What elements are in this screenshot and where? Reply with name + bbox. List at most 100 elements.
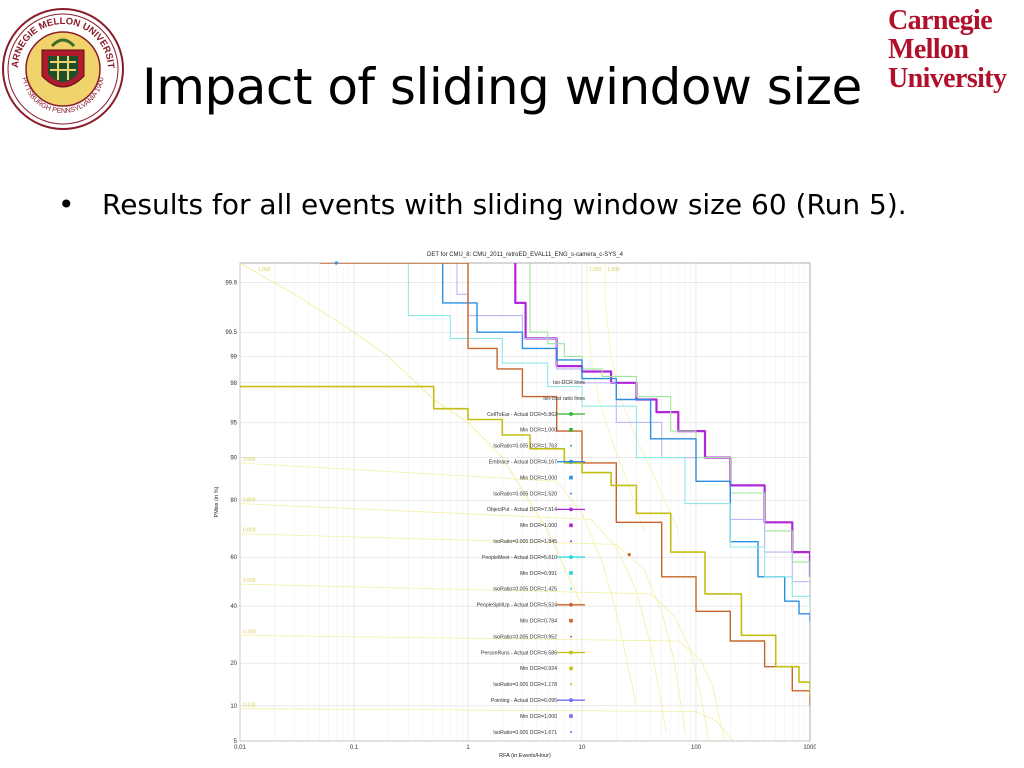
legend-label: Min DCR=0.784: [520, 619, 557, 625]
legend-label: IsoRatio=0.005 DCR=1.845: [493, 539, 557, 545]
legend-marker: [569, 698, 573, 703]
legend-marker: [570, 492, 572, 495]
x-tick-label: 1: [466, 745, 470, 751]
x-tick-label: 1000: [803, 745, 816, 751]
legend-label: Embrace - Actual DCR=6.167: [489, 460, 557, 466]
y-tick-label: 99: [230, 354, 237, 360]
y-tick-label: 98: [230, 381, 237, 387]
legend-marker: [569, 428, 573, 432]
legend-marker: [569, 523, 573, 528]
y-axis-label: PMiss (in %): [214, 486, 220, 517]
iso-dcr-label: 1.000: [258, 267, 271, 273]
legend-label: IsoRatio=0.005 DCR=0.952: [493, 634, 557, 640]
legend-label: IsoRatio=0.005 DCR=1.520: [493, 491, 557, 497]
iso-dcr-curve: [240, 583, 710, 741]
y-tick-label: 99.9: [225, 280, 237, 286]
plot-frame: [239, 262, 811, 742]
y-tick-label: 60: [230, 555, 237, 561]
x-tick-label: 0.01: [234, 745, 246, 751]
wordmark-line: Carnegie: [888, 5, 993, 36]
iso-dcr-label: 0.300: [243, 629, 256, 635]
legend-marker: [570, 540, 572, 543]
y-tick-label: 5: [234, 739, 238, 745]
iso-dcr-label: 0.900: [243, 457, 256, 463]
iso-dcr-label: 1.000: [607, 267, 620, 273]
x-tick-label: 10: [579, 745, 586, 751]
legend-label: PersonRuns - Actual DCR=6.586: [481, 650, 557, 656]
legend-label: Min DCR=0.991: [520, 571, 557, 577]
iso-dcr-curve: [586, 263, 645, 532]
legend-label: Min DCR=1.000: [520, 475, 557, 481]
legend-marker: [569, 602, 573, 607]
cmu-seal-logo: CARNEGIE MELLON UNIVERSITY PITTSBURGH PE…: [0, 0, 126, 132]
wordmark-line: University: [888, 63, 1007, 94]
legend-label: Min DCR=0.924: [520, 666, 557, 672]
y-tick-label: 80: [230, 498, 237, 504]
x-tick-label: 100: [691, 745, 702, 751]
y-tick-label: 40: [230, 604, 237, 610]
legend-marker: [569, 714, 573, 718]
legend-marker: [569, 666, 573, 671]
legend-header-label: Iso-DCR lines: [553, 380, 585, 386]
y-tick-label: 20: [230, 661, 237, 667]
y-tick-label: 99.5: [225, 330, 237, 336]
x-tick-label: 0.1: [350, 745, 359, 751]
x-axis-label: RFA (in Events/Hour): [499, 753, 551, 759]
legend-label: PeopleMeet - Actual DCR=5.610: [482, 555, 557, 561]
legend-label: IsoRatio=0.005 DCR=1.763: [493, 444, 557, 450]
det-chart: 0.01 0.1 1 10 100 1000 5 10 20 40 60 80 90 95 98 99 99.5…: [210, 245, 816, 765]
slide-title: Impact of sliding window size: [142, 58, 862, 116]
legend-marker: [570, 444, 572, 447]
legend-marker: [570, 731, 572, 733]
iso-dcr-curve: [240, 462, 637, 706]
legend-marker: [570, 683, 572, 686]
iso-dcr-label: 1.000: [589, 267, 602, 273]
marker-point: [334, 261, 338, 265]
series-line-pointing: [456, 263, 810, 602]
cmu-wordmark-logo: Carnegie Mellon University: [888, 6, 1024, 93]
iso-dcr-curve: [240, 708, 736, 741]
det-chart-svg: 0.01 0.1 1 10 100 1000510204060809095989999.5…: [214, 252, 816, 759]
iso-dcr-label: 0.800: [243, 498, 256, 504]
legend-label: ObjectPut - Actual DCR=7.514: [487, 507, 557, 513]
legend-label: PeopleSplitUp - Actual DCR=5.524: [477, 603, 557, 609]
bullet-dot: •: [58, 188, 75, 221]
y-tick-label: 90: [230, 456, 237, 462]
legend-marker: [569, 650, 573, 655]
bullet-text: Results for all events with sliding wind…: [102, 188, 907, 221]
series-line-peoplemeet: [407, 263, 810, 612]
legend-marker: [569, 555, 573, 559]
legend-marker: [570, 587, 572, 590]
legend-label: CellToEar - Actual DCR=5.862: [487, 412, 557, 418]
marker-point: [627, 553, 631, 557]
legend-marker: [569, 571, 573, 575]
legend-label: Min DCR=1.000: [520, 523, 557, 529]
iso-dcr-label: 0.500: [243, 578, 256, 584]
series-line-personruns: [240, 385, 810, 696]
legend-marker: [569, 507, 573, 512]
iso-dcr-label: 0.800: [243, 528, 256, 534]
legend-header-label: Iso-cost ratio lines: [543, 396, 585, 402]
series-line-embrace: [441, 263, 810, 622]
iso-dcr-label: 0.100: [243, 703, 256, 709]
legend-marker: [570, 635, 572, 638]
iso-dcr-curve: [240, 634, 726, 741]
legend-marker: [569, 618, 573, 623]
iso-dcr-curve: [240, 533, 686, 733]
series-line-celltoear: [529, 263, 810, 582]
legend-label: IsoRatio=0.005 DCR=1.178: [493, 682, 557, 688]
legend-label: Pointing - Actual DCR=6.095: [491, 698, 557, 704]
chart-title: DET for CMU_8: CMU_2011_retroED_EVAL11_E…: [427, 252, 624, 258]
legend-marker: [569, 459, 573, 464]
wordmark-line: Mellon: [888, 34, 969, 65]
series-line-peoplesplitup: [319, 263, 810, 706]
legend-label: Min DCR=1.000: [520, 714, 557, 720]
legend-label: Min DCR=1.000: [520, 428, 557, 434]
bullet-item: • Results for all events with sliding win…: [58, 188, 907, 221]
y-tick-label: 95: [230, 420, 237, 426]
iso-dcr-curve: [240, 503, 667, 733]
legend-label: IsoRatio=0.005 DCR=1.425: [493, 587, 557, 593]
legend-label: IsoRatio=0.005 DCR=1.671: [493, 730, 557, 736]
legend-marker: [569, 412, 573, 416]
legend-marker: [569, 475, 573, 480]
